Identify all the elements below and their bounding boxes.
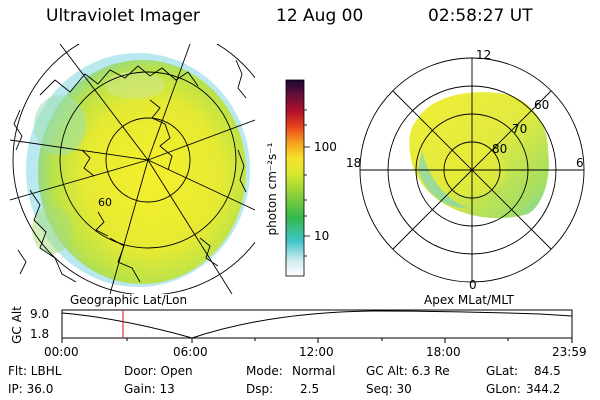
timeline-axis-label: GC Alt: [10, 306, 24, 344]
mode-value: Normal: [292, 364, 336, 378]
mlt-label-12: 12: [476, 48, 492, 62]
mlat-label-70: 70: [512, 122, 528, 136]
mlt-label-0: 0: [469, 278, 477, 292]
sequence-status: Seq: 30: [366, 382, 412, 396]
glon-value: 344.2: [526, 382, 561, 396]
mlat-label-80: 80: [492, 142, 508, 156]
timeline-x-tick-0600: 06:00: [173, 345, 208, 359]
colorbar-tick-10: 10: [314, 229, 330, 243]
observation-time: 02:58:27 UT: [428, 6, 533, 26]
mode-label: Mode:: [246, 364, 283, 378]
colorbar-unit-label: photon cm⁻²s⁻¹: [265, 142, 279, 236]
timeline-frame: [61, 309, 573, 339]
glat-label: GLat:: [486, 364, 519, 378]
timeline-altitude-curve: [61, 310, 573, 339]
timeline-x-tick-1800: 18:00: [426, 345, 461, 359]
gain-status: Gain: 13: [124, 382, 175, 396]
geographic-panel-label: Geographic Lat/Lon: [70, 293, 188, 307]
polar-grid: [359, 57, 585, 283]
instrument-title: Ultraviolet Imager: [46, 6, 200, 26]
timeline-x-tick-2359: 23:59: [552, 345, 587, 359]
timeline-x-tick-0000: 00:00: [44, 345, 79, 359]
mlat-label-60: 60: [534, 98, 550, 112]
observation-date: 12 Aug 00: [276, 6, 364, 26]
polar-panel-label: Apex MLat/MLT: [424, 293, 514, 307]
glat-value: 84.5: [534, 364, 561, 378]
mlt-label-18: 18: [346, 156, 362, 170]
timeline-y-tick-low: 1.8: [30, 327, 50, 341]
colorbar-ticks: [304, 109, 310, 257]
timeline-y-tick-high: 9.0: [30, 307, 50, 321]
colorbar-tick-100: 100: [314, 140, 337, 154]
gc-altitude: GC Alt: 6.3 Re: [366, 364, 450, 378]
glon-label: GLon:: [486, 382, 521, 396]
geographic-image: [10, 44, 255, 294]
colorbar: [285, 79, 305, 277]
filter-status: Flt: LBHL: [8, 364, 62, 378]
polar-image: [409, 92, 549, 219]
dsp-label: Dsp:: [246, 382, 274, 396]
geo-grid-label: 60: [98, 196, 112, 209]
mlt-label-6: 6: [576, 156, 584, 170]
timeline-x-tick-1200: 12:00: [299, 345, 334, 359]
ip-status: IP: 36.0: [8, 382, 54, 396]
dsp-value: 2.5: [300, 382, 320, 396]
door-status: Door: Open: [124, 364, 193, 378]
timeline-x-ticks: [61, 338, 573, 343]
